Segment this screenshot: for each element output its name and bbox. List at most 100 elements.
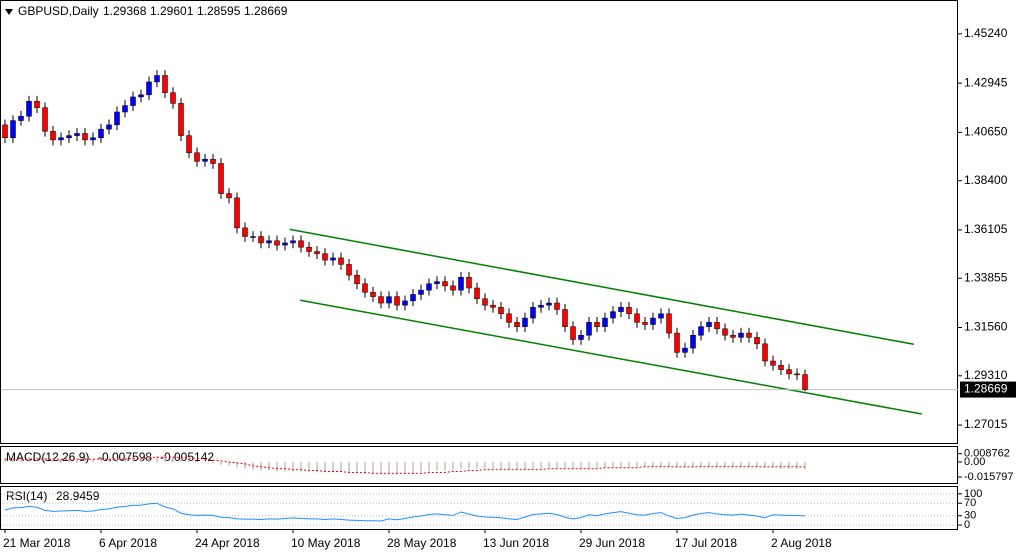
- candle-body: [82, 133, 88, 141]
- candle-body: [138, 94, 144, 98]
- price-tag: [960, 381, 1016, 398]
- candle-body: [242, 227, 248, 237]
- candle-body: [658, 313, 664, 319]
- candle-body: [522, 317, 528, 327]
- candle-body: [26, 100, 32, 117]
- candle-body: [394, 296, 400, 306]
- candle-body: [274, 240, 280, 246]
- candle-body: [498, 307, 504, 315]
- rsi-title: RSI(14): [6, 489, 47, 503]
- candle-body: [338, 257, 344, 265]
- candle-body: [650, 317, 656, 325]
- candle-body: [634, 313, 640, 323]
- trend-line: [289, 228, 914, 345]
- candle-body: [466, 277, 472, 289]
- rsi-panel: [0, 486, 958, 530]
- candle-body: [50, 131, 56, 141]
- candle-body: [482, 298, 488, 306]
- candle-body: [690, 334, 696, 349]
- candle-body: [802, 374, 808, 390]
- candle-body: [786, 369, 792, 375]
- y-tick-label: 1.33855: [964, 270, 1008, 284]
- macd-panel: [0, 446, 958, 484]
- candle-body: [626, 307, 632, 315]
- ohlc-low: 1.28595: [197, 4, 241, 18]
- rsi-line: [4, 502, 806, 522]
- candle-body: [746, 332, 752, 338]
- candle-body: [10, 120, 16, 138]
- candle-body: [722, 328, 728, 336]
- candle-body: [434, 281, 440, 284]
- candle-body: [418, 289, 424, 295]
- candle-body: [306, 246, 312, 252]
- candle-body: [130, 96, 136, 106]
- candle-body: [754, 337, 760, 345]
- candle-body: [578, 334, 584, 340]
- candle-body: [538, 304, 544, 308]
- rsi-value: 28.9459: [56, 489, 100, 503]
- ohlc-high: 1.29601: [150, 4, 194, 18]
- candle-body: [554, 302, 560, 310]
- candle-body: [378, 296, 384, 304]
- x-tick-label: 21 Mar 2018: [3, 536, 71, 550]
- ohlc-close: 1.28669: [244, 4, 288, 18]
- y-tick-label: 70: [964, 497, 976, 509]
- candle-body: [618, 307, 624, 312]
- y-tick-label: 1.29310: [964, 368, 1008, 382]
- price-tag-label: 1.28669: [964, 382, 1008, 396]
- candle-body: [474, 287, 480, 299]
- candle-body: [202, 158, 208, 162]
- y-tick-label: 0.008762: [964, 448, 1010, 460]
- candle-body: [426, 283, 432, 291]
- x-tick-label: 29 Jun 2018: [579, 536, 645, 550]
- candle-body: [210, 158, 216, 164]
- y-tick-label: 1.36105: [964, 222, 1008, 236]
- y-tick-label: 1.45240: [964, 26, 1008, 40]
- candle-body: [682, 347, 688, 353]
- candle-body: [106, 124, 112, 130]
- x-tick-label: 13 Jun 2018: [483, 536, 549, 550]
- candle-body: [794, 373, 800, 376]
- candle-body: [594, 322, 600, 327]
- y-tick-label: 1.31560: [964, 320, 1008, 334]
- candle-body: [282, 242, 288, 246]
- candle-body: [370, 292, 376, 297]
- y-tick-label: 1.40650: [964, 125, 1008, 139]
- candle-body: [90, 137, 96, 141]
- x-tick-label: 6 Apr 2018: [99, 536, 157, 550]
- candle-body: [570, 326, 576, 340]
- candle-body: [770, 360, 776, 366]
- candle-body: [514, 322, 520, 327]
- symbol-title: GBPUSD,Daily: [18, 4, 99, 18]
- candle-body: [18, 116, 24, 121]
- candle-body: [586, 322, 592, 336]
- candle-body: [42, 107, 48, 132]
- macd-title: MACD(12,26,9): [6, 450, 89, 464]
- x-tick-label: 28 May 2018: [387, 536, 457, 550]
- candle-body: [258, 236, 264, 244]
- candle-body: [314, 251, 320, 254]
- candle-body: [730, 334, 736, 338]
- candle-body: [266, 240, 272, 244]
- candle-body: [642, 322, 648, 325]
- menu-triangle: [5, 9, 13, 15]
- candle-body: [346, 264, 352, 276]
- candle-body: [66, 135, 72, 138]
- candle-body: [762, 343, 768, 362]
- candle-body: [354, 274, 360, 284]
- candle-body: [362, 283, 368, 293]
- candle-body: [34, 100, 40, 108]
- macd-value: -0.007598: [98, 450, 152, 464]
- candle-body: [322, 253, 328, 261]
- candle-body: [530, 307, 536, 319]
- candle-body: [98, 128, 104, 138]
- candle-body: [122, 105, 128, 113]
- trend-line: [300, 299, 922, 415]
- candle-body: [674, 332, 680, 353]
- candle-body: [114, 111, 120, 126]
- candle-body: [546, 302, 552, 306]
- x-tick-label: 2 Aug 2018: [771, 536, 832, 550]
- candle-body: [58, 137, 64, 141]
- candle-body: [298, 240, 304, 248]
